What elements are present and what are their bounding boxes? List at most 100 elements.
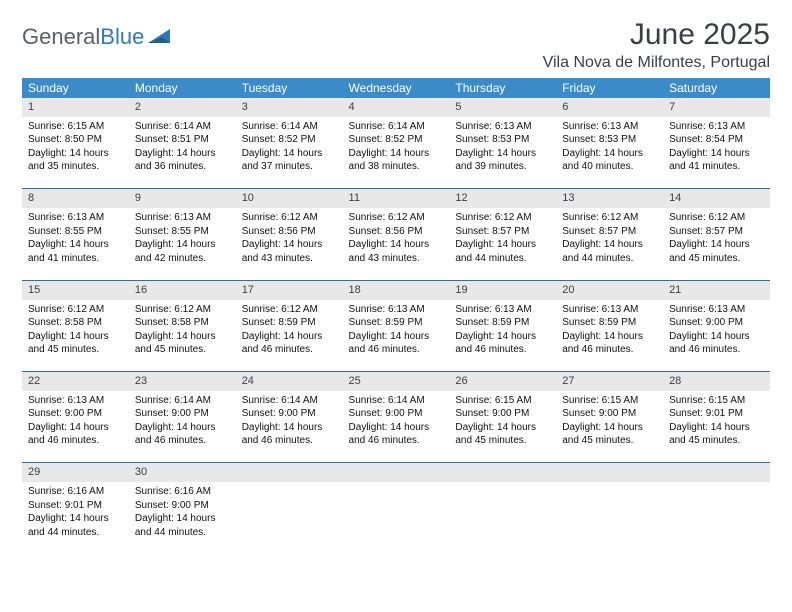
day-number-row: 1234567 [22, 98, 770, 117]
daylight-text-2: and 39 minutes. [455, 160, 550, 174]
day-content-cell: Sunrise: 6:14 AMSunset: 8:52 PMDaylight:… [236, 117, 343, 189]
day-number-cell: 12 [449, 189, 556, 208]
brand-text-2: Blue [100, 24, 144, 50]
daylight-text-2: and 41 minutes. [28, 252, 123, 266]
day-number-cell: 8 [22, 189, 129, 208]
day-content-cell: Sunrise: 6:12 AMSunset: 8:57 PMDaylight:… [556, 208, 663, 280]
sunset-text: Sunset: 8:54 PM [669, 133, 764, 147]
daylight-text-1: Daylight: 14 hours [349, 147, 444, 161]
day-content-cell: Sunrise: 6:15 AMSunset: 9:01 PMDaylight:… [663, 391, 770, 463]
day-content-cell: Sunrise: 6:13 AMSunset: 8:59 PMDaylight:… [343, 300, 450, 372]
day-number-cell: 2 [129, 98, 236, 117]
sunrise-text: Sunrise: 6:13 AM [28, 211, 123, 225]
day-number-cell: 1 [22, 98, 129, 117]
daylight-text-1: Daylight: 14 hours [242, 238, 337, 252]
daylight-text-1: Daylight: 14 hours [135, 238, 230, 252]
day-number-row: 22232425262728 [22, 372, 770, 391]
day-number-cell: 9 [129, 189, 236, 208]
daylight-text-2: and 45 minutes. [562, 434, 657, 448]
day-content-cell: Sunrise: 6:12 AMSunset: 8:58 PMDaylight:… [129, 300, 236, 372]
day-number-cell: 18 [343, 280, 450, 299]
daylight-text-1: Daylight: 14 hours [349, 330, 444, 344]
sunrise-text: Sunrise: 6:14 AM [242, 394, 337, 408]
sunrise-text: Sunrise: 6:15 AM [28, 120, 123, 134]
sunrise-text: Sunrise: 6:13 AM [669, 303, 764, 317]
daylight-text-2: and 46 minutes. [562, 343, 657, 357]
daylight-text-2: and 40 minutes. [562, 160, 657, 174]
location-subtitle: Vila Nova de Milfontes, Portugal [543, 54, 770, 72]
daylight-text-2: and 36 minutes. [135, 160, 230, 174]
day-content-cell: Sunrise: 6:12 AMSunset: 8:56 PMDaylight:… [343, 208, 450, 280]
sunset-text: Sunset: 9:00 PM [242, 407, 337, 421]
calendar-table: Sunday Monday Tuesday Wednesday Thursday… [22, 78, 770, 554]
daylight-text-2: and 44 minutes. [455, 252, 550, 266]
day-number-row: 2930 [22, 463, 770, 482]
day-content-cell: Sunrise: 6:12 AMSunset: 8:58 PMDaylight:… [22, 300, 129, 372]
daylight-text-1: Daylight: 14 hours [562, 147, 657, 161]
sunset-text: Sunset: 8:56 PM [242, 225, 337, 239]
sunrise-text: Sunrise: 6:16 AM [28, 485, 123, 499]
daylight-text-2: and 37 minutes. [242, 160, 337, 174]
sunset-text: Sunset: 8:59 PM [242, 316, 337, 330]
day-number-cell [236, 463, 343, 482]
weekday-header: Sunday [22, 78, 129, 98]
sunrise-text: Sunrise: 6:14 AM [349, 120, 444, 134]
day-content-cell: Sunrise: 6:14 AMSunset: 9:00 PMDaylight:… [236, 391, 343, 463]
sunrise-text: Sunrise: 6:14 AM [242, 120, 337, 134]
weekday-header: Thursday [449, 78, 556, 98]
day-content-cell: Sunrise: 6:16 AMSunset: 9:01 PMDaylight:… [22, 482, 129, 554]
sunset-text: Sunset: 8:57 PM [669, 225, 764, 239]
sunset-text: Sunset: 8:59 PM [455, 316, 550, 330]
day-content-cell: Sunrise: 6:13 AMSunset: 8:59 PMDaylight:… [556, 300, 663, 372]
day-number-cell: 14 [663, 189, 770, 208]
daylight-text-1: Daylight: 14 hours [455, 421, 550, 435]
daylight-text-1: Daylight: 14 hours [349, 421, 444, 435]
daylight-text-2: and 44 minutes. [28, 526, 123, 540]
sunrise-text: Sunrise: 6:12 AM [349, 211, 444, 225]
sunrise-text: Sunrise: 6:12 AM [135, 303, 230, 317]
day-content-cell: Sunrise: 6:13 AMSunset: 8:53 PMDaylight:… [449, 117, 556, 189]
day-content-cell: Sunrise: 6:15 AMSunset: 9:00 PMDaylight:… [556, 391, 663, 463]
daylight-text-1: Daylight: 14 hours [669, 330, 764, 344]
day-number-cell: 7 [663, 98, 770, 117]
sunset-text: Sunset: 8:59 PM [562, 316, 657, 330]
daylight-text-1: Daylight: 14 hours [349, 238, 444, 252]
daylight-text-2: and 45 minutes. [28, 343, 123, 357]
sunset-text: Sunset: 8:57 PM [562, 225, 657, 239]
sunrise-text: Sunrise: 6:13 AM [455, 303, 550, 317]
sunset-text: Sunset: 8:58 PM [28, 316, 123, 330]
daylight-text-2: and 41 minutes. [669, 160, 764, 174]
day-number-cell: 23 [129, 372, 236, 391]
daylight-text-1: Daylight: 14 hours [242, 147, 337, 161]
daylight-text-1: Daylight: 14 hours [455, 147, 550, 161]
sunrise-text: Sunrise: 6:12 AM [242, 303, 337, 317]
sunrise-text: Sunrise: 6:13 AM [562, 120, 657, 134]
weekday-header: Saturday [663, 78, 770, 98]
daylight-text-2: and 46 minutes. [455, 343, 550, 357]
day-number-cell: 15 [22, 280, 129, 299]
daylight-text-2: and 43 minutes. [349, 252, 444, 266]
sunrise-text: Sunrise: 6:13 AM [562, 303, 657, 317]
sunset-text: Sunset: 9:00 PM [135, 407, 230, 421]
daylight-text-1: Daylight: 14 hours [242, 421, 337, 435]
sunrise-text: Sunrise: 6:15 AM [455, 394, 550, 408]
day-number-cell: 4 [343, 98, 450, 117]
day-content-cell: Sunrise: 6:12 AMSunset: 8:57 PMDaylight:… [663, 208, 770, 280]
day-content-cell: Sunrise: 6:13 AMSunset: 8:55 PMDaylight:… [22, 208, 129, 280]
sunset-text: Sunset: 9:00 PM [28, 407, 123, 421]
sunrise-text: Sunrise: 6:15 AM [669, 394, 764, 408]
daylight-text-2: and 46 minutes. [349, 434, 444, 448]
header-bar: GeneralBlue June 2025 Vila Nova de Milfo… [22, 18, 770, 72]
day-content-cell: Sunrise: 6:15 AMSunset: 8:50 PMDaylight:… [22, 117, 129, 189]
daylight-text-2: and 46 minutes. [135, 434, 230, 448]
sunrise-text: Sunrise: 6:14 AM [135, 120, 230, 134]
daylight-text-2: and 46 minutes. [28, 434, 123, 448]
sunset-text: Sunset: 8:53 PM [455, 133, 550, 147]
sunset-text: Sunset: 9:00 PM [455, 407, 550, 421]
sunrise-text: Sunrise: 6:13 AM [135, 211, 230, 225]
daylight-text-1: Daylight: 14 hours [28, 238, 123, 252]
sunrise-text: Sunrise: 6:12 AM [242, 211, 337, 225]
day-content-cell: Sunrise: 6:13 AMSunset: 8:54 PMDaylight:… [663, 117, 770, 189]
daylight-text-2: and 46 minutes. [242, 434, 337, 448]
daylight-text-2: and 45 minutes. [669, 434, 764, 448]
